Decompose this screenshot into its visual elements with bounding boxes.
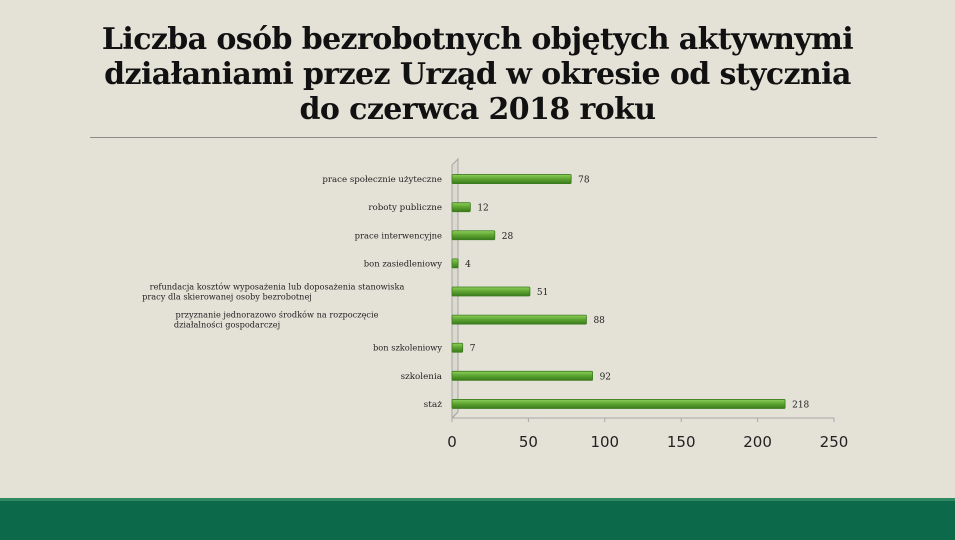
bar — [451, 370, 593, 381]
data-label: 28 — [502, 232, 514, 242]
bar-chart: 0 50 100 150 200 250 78 prace społecznie użytec… — [142, 157, 849, 451]
footer-bar — [0, 501, 955, 540]
category-label: bon zasiedleniowy — [364, 258, 443, 268]
bar — [451, 202, 471, 213]
title-line-1: Liczba osób bezrobotnych objętych aktywn… — [101, 22, 854, 57]
title-divider — [90, 137, 877, 138]
bar — [451, 342, 464, 353]
category-label: bon szkoleniowy — [373, 343, 442, 353]
title-line-2: działaniami przez Urząd w okresie od sty… — [104, 57, 851, 92]
category-label: prace społecznie użyteczne — [322, 174, 442, 184]
x-tick-label: 100 — [590, 433, 619, 451]
bar — [451, 230, 496, 241]
data-label: 12 — [477, 204, 488, 214]
category-label: staż — [424, 399, 443, 409]
data-label: 218 — [792, 400, 809, 410]
footer-accent-line — [0, 498, 955, 501]
bar — [451, 174, 572, 184]
x-tick-label: 150 — [667, 433, 696, 451]
bar — [451, 399, 786, 409]
bar — [451, 314, 587, 325]
data-label: 7 — [470, 344, 476, 354]
data-label: 88 — [593, 316, 605, 326]
category-label: szkolenia — [401, 371, 443, 381]
bar — [451, 258, 459, 269]
slide-title: Liczba osób bezrobotnych objętych aktywn… — [0, 22, 955, 127]
category-label: prace interwencyjne — [355, 230, 443, 240]
x-tick-label: 250 — [820, 433, 849, 451]
data-label: 51 — [537, 288, 548, 298]
x-tick-label: 0 — [447, 433, 457, 451]
x-tick-label: 200 — [743, 433, 772, 451]
data-label: 92 — [600, 372, 611, 382]
category-label: roboty publiczne — [368, 202, 442, 212]
bar — [451, 286, 531, 297]
x-tick-label: 50 — [519, 433, 538, 451]
data-label: 4 — [465, 260, 471, 270]
data-label: 78 — [578, 176, 590, 186]
category-label: przyznanie jednorazowo środków na rozpoc… — [174, 310, 379, 330]
category-label: refundacja kosztów wyposażenia lub dopos… — [142, 282, 404, 302]
axis-corner — [451, 411, 459, 419]
title-line-3: do czerwca 2018 roku — [299, 92, 657, 127]
